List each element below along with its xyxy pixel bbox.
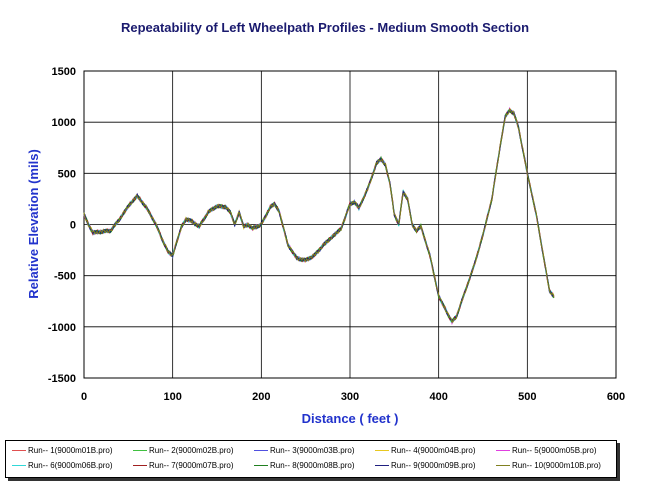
legend-item-run-8: Run-- 8(9000m08B.pro)	[254, 461, 354, 473]
legend-swatch	[375, 450, 389, 452]
legend-item-run-9: Run-- 9(9000m09B.pro)	[375, 461, 475, 473]
legend-swatch	[496, 465, 510, 467]
legend-swatch	[254, 450, 268, 452]
series-lines	[83, 106, 555, 326]
legend-swatch	[375, 465, 389, 467]
legend-item-run-1: Run-- 1(9000m01B.pro)	[12, 446, 112, 458]
legend-item-run-5: Run-- 5(9000m05B.pro)	[496, 446, 596, 458]
legend-label: Run-- 2(9000m02B.pro)	[149, 446, 234, 455]
legend-item-run-7: Run-- 7(9000m07B.pro)	[133, 461, 233, 473]
legend-item-run-4: Run-- 4(9000m04B.pro)	[375, 446, 475, 458]
x-tick-label: 100	[163, 391, 181, 403]
chart-plot: 0 100 200 300 400 500 600 -1500 -1000 -500 0 500 10…	[26, 66, 625, 426]
y-tick-label: 0	[70, 220, 76, 232]
x-tick-label: 600	[607, 391, 625, 403]
x-tick-labels: 0 100 200 300 400 500 600	[81, 391, 625, 403]
y-tick-label: -500	[54, 271, 76, 283]
legend-item-run-6: Run-- 6(9000m06B.pro)	[12, 461, 112, 473]
legend-swatch	[496, 450, 510, 452]
legend-swatch	[12, 465, 26, 467]
x-tick-label: 400	[429, 391, 447, 403]
legend-swatch	[12, 450, 26, 452]
x-tick-label: 300	[341, 391, 359, 403]
legend-label: Run-- 10(9000m10B.pro)	[512, 461, 601, 470]
grid-lines	[83, 70, 617, 379]
legend-item-run-3: Run-- 3(9000m03B.pro)	[254, 446, 354, 458]
legend-item-run-2: Run-- 2(9000m02B.pro)	[133, 446, 233, 458]
legend-label: Run-- 1(9000m01B.pro)	[28, 446, 113, 455]
legend-label: Run-- 7(9000m07B.pro)	[149, 461, 234, 470]
legend: Run-- 1(9000m01B.pro) Run-- 2(9000m02B.pr…	[5, 440, 617, 478]
legend-label: Run-- 8(9000m08B.pro)	[270, 461, 355, 470]
legend-label: Run-- 3(9000m03B.pro)	[270, 446, 355, 455]
x-tick-label: 500	[518, 391, 536, 403]
y-tick-label: 500	[58, 168, 76, 180]
x-tick-label: 200	[252, 391, 270, 403]
chart-title: Repeatability of Left Wheelpath Profiles…	[120, 20, 530, 35]
x-tick-label: 0	[81, 391, 87, 403]
y-tick-label: -1000	[48, 322, 76, 334]
legend-label: Run-- 5(9000m05B.pro)	[512, 446, 597, 455]
legend-swatch	[254, 465, 268, 467]
legend-label: Run-- 6(9000m06B.pro)	[28, 461, 113, 470]
series-line-run-10	[83, 108, 555, 323]
x-axis-label: Distance ( feet )	[302, 411, 399, 426]
legend-swatch	[133, 465, 147, 467]
legend-item-run-10: Run-- 10(9000m10B.pro)	[496, 461, 601, 473]
y-tick-label: -1500	[48, 373, 76, 385]
legend-swatch	[133, 450, 147, 452]
y-tick-labels: -1500 -1000 -500 0 500 1000 1500	[48, 66, 76, 385]
y-tick-label: 1500	[52, 66, 76, 78]
legend-label: Run-- 4(9000m04B.pro)	[391, 446, 476, 455]
y-tick-label: 1000	[52, 117, 76, 129]
legend-label: Run-- 9(9000m09B.pro)	[391, 461, 476, 470]
y-axis-label: Relative Elevation (mils)	[26, 149, 41, 299]
